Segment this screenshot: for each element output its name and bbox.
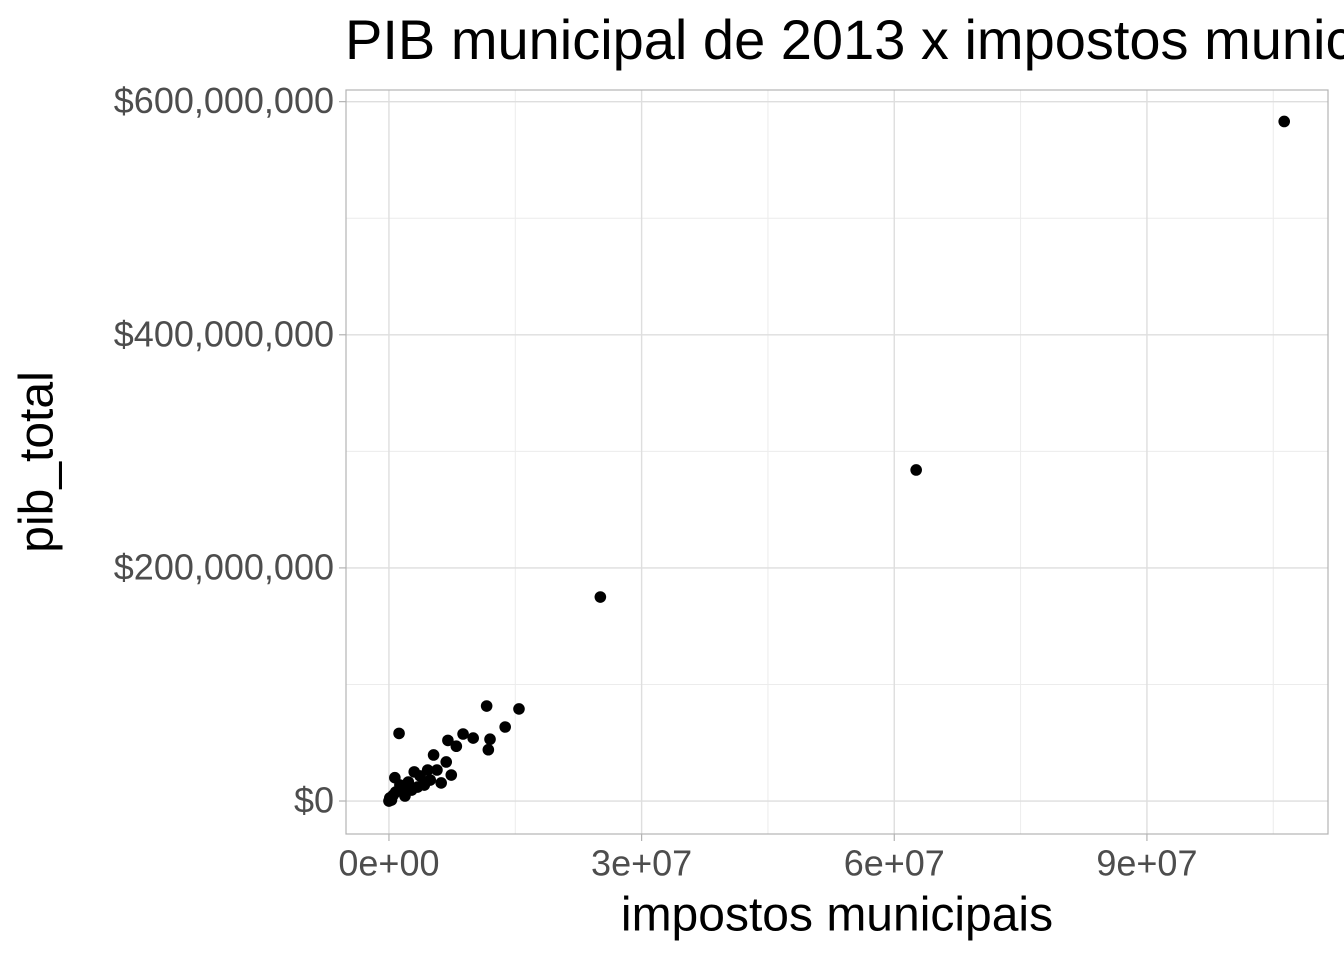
y-tick-label: $600,000,000 bbox=[114, 80, 334, 121]
points bbox=[383, 115, 1291, 807]
point bbox=[427, 749, 440, 761]
point bbox=[387, 789, 399, 801]
point bbox=[431, 764, 443, 776]
x-tick-label: 6e+07 bbox=[844, 843, 945, 884]
point bbox=[445, 769, 458, 781]
point bbox=[513, 703, 525, 715]
point bbox=[435, 777, 447, 789]
point bbox=[484, 733, 496, 746]
point bbox=[424, 774, 437, 786]
point bbox=[480, 700, 493, 712]
y-tick-label: $0 bbox=[294, 780, 334, 821]
point bbox=[1278, 115, 1291, 128]
point bbox=[467, 732, 479, 744]
chart-title: PIB municipal de 2013 x impostos municip… bbox=[345, 8, 1344, 71]
point bbox=[394, 779, 406, 791]
y-tick-label: $400,000,000 bbox=[114, 313, 334, 354]
point bbox=[499, 721, 511, 733]
x-tick-label: 3e+07 bbox=[591, 843, 692, 884]
x-tick-label: 0e+00 bbox=[338, 843, 439, 884]
point bbox=[440, 756, 453, 768]
point bbox=[408, 766, 421, 778]
y-axis-title: pib_total bbox=[11, 371, 64, 552]
panel-border bbox=[345, 89, 1329, 835]
point bbox=[910, 464, 922, 476]
point bbox=[450, 740, 463, 753]
x-tick-label: 9e+07 bbox=[1096, 843, 1197, 884]
point bbox=[457, 728, 469, 740]
point bbox=[393, 727, 405, 740]
x-axis-title: impostos municipais bbox=[621, 889, 1053, 942]
point bbox=[594, 591, 607, 603]
y-tick-label: $200,000,000 bbox=[114, 546, 334, 587]
point bbox=[442, 734, 454, 747]
point bbox=[411, 781, 424, 793]
grid bbox=[346, 90, 1328, 834]
point bbox=[482, 743, 495, 756]
